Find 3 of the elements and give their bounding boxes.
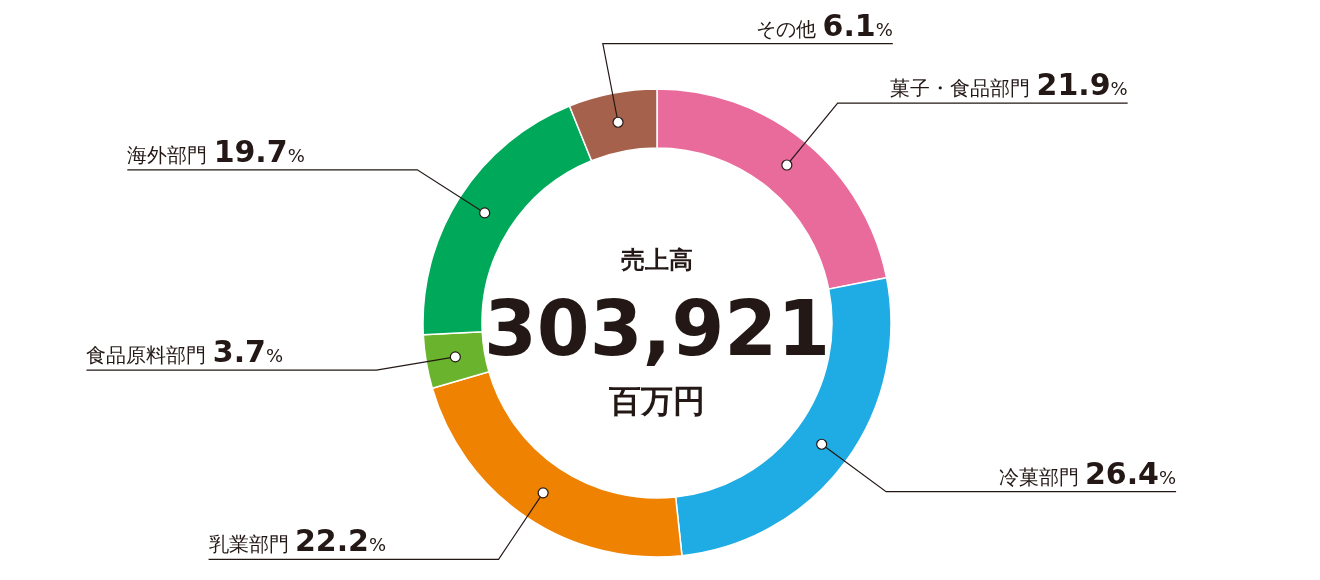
text: 百万円 bbox=[608, 382, 705, 420]
text: 売上高 bbox=[621, 246, 693, 274]
text: 303,921 bbox=[483, 284, 831, 373]
